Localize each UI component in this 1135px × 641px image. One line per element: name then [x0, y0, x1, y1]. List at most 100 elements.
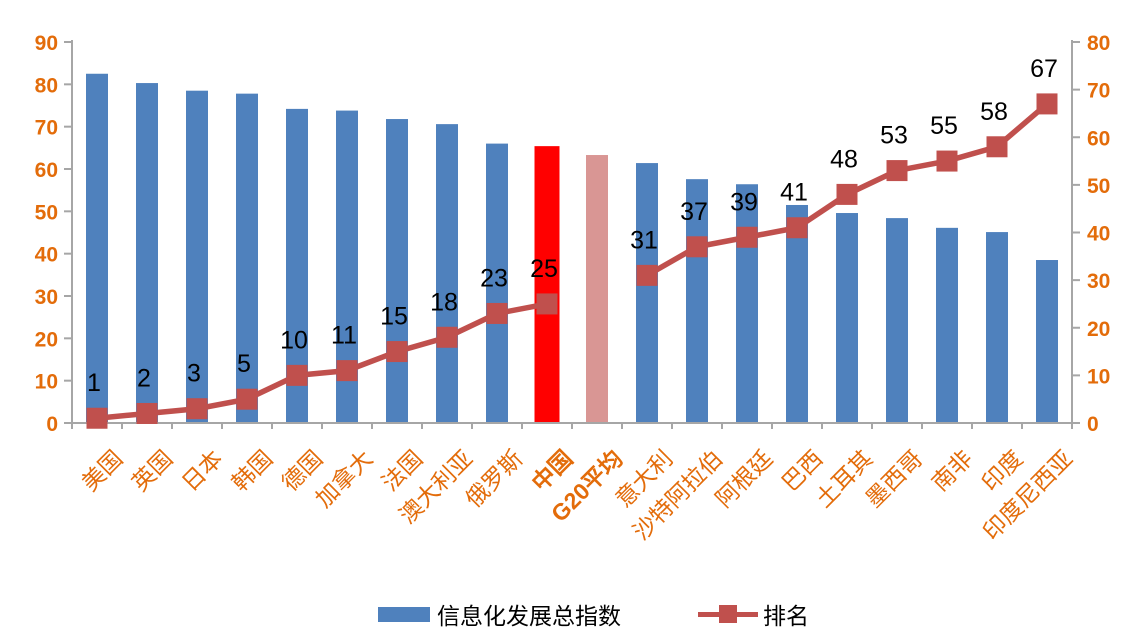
- rank-line-series: [86, 93, 1058, 429]
- right-axis-tick-label: 60: [1087, 127, 1110, 150]
- right-axis-tick-label: 30: [1087, 270, 1110, 293]
- rank-marker-日本: [186, 398, 208, 420]
- left-axis-tick-label: 20: [35, 328, 58, 351]
- rank-data-label: 41: [780, 179, 808, 207]
- category-label-韩国: 韩国: [227, 445, 278, 496]
- bar-series-swatch: [378, 606, 430, 622]
- line-series-swatch: [698, 605, 758, 623]
- x-axis: [71, 422, 1073, 429]
- rank-data-label: 1: [87, 369, 101, 397]
- category-label-俄罗斯: 俄罗斯: [460, 445, 527, 512]
- rank-marker-意大利: [636, 264, 658, 286]
- left-axis-tick-label: 80: [35, 74, 58, 97]
- rank-marker-中国: [536, 293, 558, 315]
- right-axis-tick-label: 70: [1087, 80, 1110, 103]
- right-axis-tick-label: 0: [1087, 413, 1099, 436]
- bar-南非: [936, 227, 958, 423]
- rank-marker-美国: [86, 407, 108, 429]
- bar-土耳其: [836, 213, 858, 423]
- category-label-日本: 日本: [177, 445, 228, 496]
- rank-line-segment: [96, 301, 548, 421]
- axes: 0 10 20 30 40 50 60 70 80 90 0 10 20 30 40 50 60 70 80: [35, 32, 1111, 436]
- rank-data-label: 15: [380, 303, 408, 331]
- bar-墨西哥: [886, 218, 908, 423]
- right-axis-tick-label: 50: [1087, 175, 1110, 198]
- rank-marker-阿根廷: [736, 226, 758, 248]
- bar-意大利: [636, 163, 658, 423]
- left-axis-tick-label: 40: [35, 244, 58, 267]
- rank-data-label: 67: [1030, 55, 1058, 83]
- bar-俄罗斯: [486, 143, 508, 423]
- rank-data-label: 25: [530, 255, 558, 283]
- category-label-英国: 英国: [127, 445, 178, 496]
- right-axis-tick-label: 10: [1087, 365, 1110, 388]
- rank-marker-沙特阿拉伯: [686, 236, 708, 258]
- rank-marker-英国: [136, 402, 158, 424]
- left-axis-tick-label: 70: [35, 117, 58, 140]
- bar-澳大利亚: [436, 124, 458, 424]
- category-label-加拿大: 加拿大: [310, 445, 377, 512]
- bar-美国: [86, 73, 108, 423]
- left-axis-tick-label: 90: [35, 32, 58, 55]
- rank-data-label: 18: [430, 288, 458, 316]
- right-axis-tick-label: 40: [1087, 223, 1110, 246]
- rank-marker-南非: [936, 150, 958, 172]
- rank-marker-加拿大: [336, 360, 358, 382]
- rank-data-label: 39: [730, 188, 758, 216]
- rank-data-label: 10: [280, 326, 308, 354]
- left-axis-tick-label: 10: [35, 371, 58, 394]
- bar-中国: [534, 146, 560, 423]
- rank-data-label: 58: [980, 98, 1008, 126]
- bar-德国: [286, 108, 308, 424]
- rank-marker-印度尼西亚: [1036, 93, 1058, 115]
- bar-巴西: [786, 204, 808, 423]
- rank-data-label: 11: [331, 322, 357, 350]
- bar-法国: [386, 119, 408, 424]
- bar-英国: [136, 83, 158, 424]
- rank-marker-俄罗斯: [486, 302, 508, 324]
- left-axis-tick-label: 50: [35, 201, 58, 224]
- rank-data-label: 37: [680, 198, 708, 226]
- left-axis-tick-label: 60: [35, 159, 58, 182]
- rank-data-label: 48: [830, 145, 858, 173]
- rank-data-label: 53: [880, 122, 908, 150]
- category-label-墨西哥: 墨西哥: [860, 445, 927, 512]
- rank-marker-印度: [986, 136, 1008, 158]
- rank-data-label: 55: [930, 112, 958, 140]
- rank-marker-土耳其: [836, 183, 858, 205]
- rank-marker-墨西哥: [886, 160, 908, 182]
- bar-G20平均: [586, 155, 608, 423]
- legend: 信息化发展总指数 排名: [0, 601, 1135, 633]
- rank-marker-法国: [386, 341, 408, 363]
- bar-日本: [186, 90, 208, 423]
- legend-item-index: 信息化发展总指数: [378, 601, 621, 629]
- left-axis-tick-label: 30: [35, 286, 58, 309]
- bar-印度尼西亚: [1036, 260, 1058, 423]
- bar-加拿大: [336, 110, 358, 423]
- category-label-阿根廷: 阿根廷: [710, 445, 777, 512]
- category-label-南非: 南非: [927, 445, 978, 496]
- rank-marker-巴西: [786, 217, 808, 239]
- legend-label-rank: 排名: [763, 603, 809, 629]
- right-axis-tick-label: 20: [1087, 318, 1110, 341]
- rank-marker-韩国: [236, 388, 258, 410]
- left-axis-tick-label: 0: [46, 413, 58, 436]
- category-label-美国: 美国: [77, 445, 128, 496]
- line-swatch-marker: [719, 605, 737, 623]
- bar-series: [86, 73, 1058, 424]
- rank-data-label: 23: [480, 264, 508, 292]
- rank-data-label: 2: [137, 364, 151, 392]
- rank-data-label: 3: [187, 360, 201, 388]
- bar-韩国: [236, 93, 258, 423]
- rank-data-label: 31: [630, 226, 658, 254]
- rank-marker-澳大利亚: [436, 326, 458, 348]
- bar-印度: [986, 232, 1008, 423]
- rank-marker-德国: [286, 364, 308, 386]
- bar-阿根廷: [736, 184, 758, 423]
- legend-item-rank: 排名: [698, 601, 809, 629]
- legend-label-index: 信息化发展总指数: [437, 603, 621, 629]
